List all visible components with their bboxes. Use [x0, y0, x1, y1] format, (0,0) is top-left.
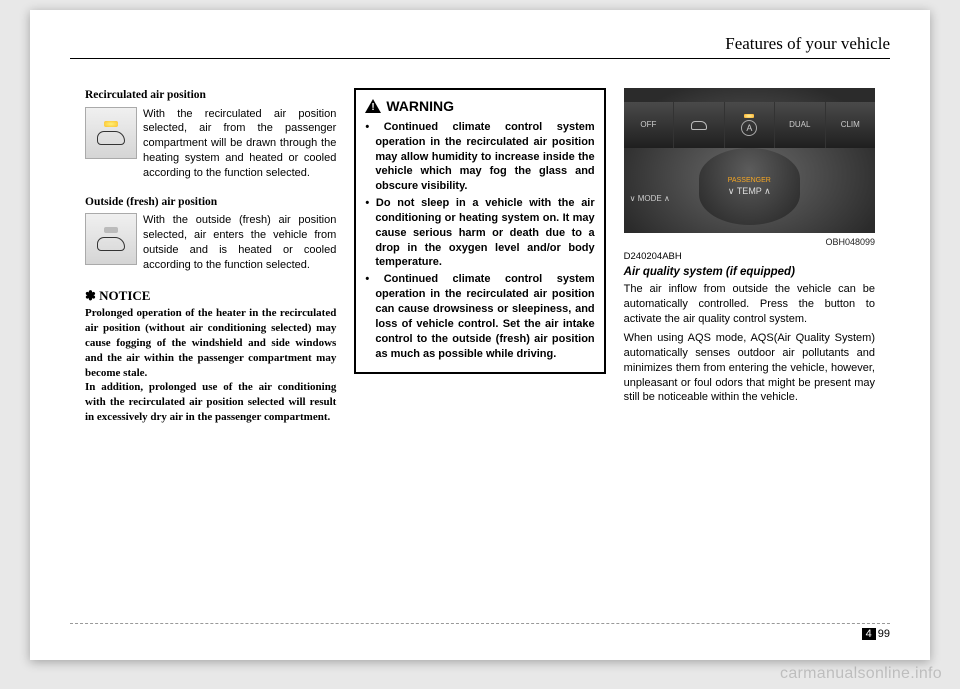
- column-left: Recirculated air position With the recir…: [85, 88, 336, 590]
- manual-page: Features of your vehicle Recirculated ai…: [30, 10, 930, 660]
- auto-a-icon: A: [741, 120, 757, 136]
- column-right: OFF A DUAL CLIM PASSENGER ∨ TEMP ∧ ∨ MOD…: [624, 88, 875, 590]
- led-icon: [744, 114, 754, 118]
- warning-triangle-icon: [365, 99, 381, 113]
- dash-off-label: OFF: [640, 120, 656, 131]
- recirc-icon: [85, 107, 137, 159]
- dash-off-button: OFF: [624, 102, 674, 148]
- recirc-heading: Recirculated air position: [85, 88, 336, 104]
- warning-box: WARNING Continued climate control system…: [354, 88, 605, 374]
- outside-heading: Outside (fresh) air position: [85, 195, 336, 211]
- column-middle: WARNING Continued climate control system…: [354, 88, 605, 590]
- notice-heading: ✽ NOTICE: [85, 287, 336, 305]
- page-header: Features of your vehicle: [70, 34, 890, 59]
- temp-label: ∨ TEMP ∧: [728, 185, 771, 197]
- page-footer: 499: [70, 623, 890, 640]
- dash-clim-label: CLIM: [841, 120, 860, 131]
- chapter-number: 4: [862, 628, 876, 640]
- warning-item: Do not sleep in a vehicle with the air c…: [365, 196, 594, 270]
- dash-dual-button: DUAL: [775, 102, 825, 148]
- car-mini-icon: [691, 121, 707, 130]
- mode-label: ∨ MODE ∧: [630, 194, 670, 205]
- dash-recirc-button: [674, 102, 724, 148]
- aqs-para-2: When using AQS mode, AQS(Air Quality Sys…: [624, 331, 875, 405]
- temp-text: TEMP: [737, 186, 762, 196]
- aqs-para-1: The air inflow from outside the vehicle …: [624, 282, 875, 327]
- dash-dual-label: DUAL: [789, 120, 810, 131]
- warning-item: Continued climate control system operati…: [365, 272, 594, 361]
- warning-title: WARNING: [365, 97, 594, 116]
- indicator-led-on-icon: [104, 121, 118, 127]
- car-outline-icon: [97, 237, 125, 251]
- content-columns: Recirculated air position With the recir…: [85, 88, 875, 590]
- notice-text-2: In addition, prolonged use of the air co…: [85, 380, 336, 425]
- page-number: 99: [878, 628, 890, 640]
- button-strip: OFF A DUAL CLIM: [624, 102, 875, 148]
- outside-text: With the outside (fresh) air position se…: [143, 213, 336, 272]
- passenger-label: PASSENGER: [728, 176, 771, 185]
- outside-block: With the outside (fresh) air position se…: [85, 213, 336, 272]
- d-code: D240204ABH: [624, 251, 875, 264]
- dash-clim-button: CLIM: [826, 102, 875, 148]
- aqs-heading: Air quality system (if equipped): [624, 265, 875, 281]
- dash-aqs-button: A: [725, 102, 775, 148]
- image-code: OBH048099: [624, 236, 875, 248]
- car-outline-icon: [97, 131, 125, 145]
- outside-icon: [85, 213, 137, 265]
- recirc-text: With the recirculated air position selec…: [143, 107, 336, 181]
- warning-item: Continued climate control system operati…: [365, 120, 594, 194]
- recirc-block: With the recirculated air position selec…: [85, 107, 336, 181]
- watermark: carmanualsonline.info: [780, 665, 942, 683]
- warning-list: Continued climate control system operati…: [365, 120, 594, 362]
- notice-text-1: Prolonged operation of the heater in the…: [85, 306, 336, 380]
- temp-panel: PASSENGER ∨ TEMP ∧: [699, 148, 800, 225]
- dashboard-photo: OFF A DUAL CLIM PASSENGER ∨ TEMP ∧ ∨ MOD…: [624, 88, 875, 233]
- warning-label: WARNING: [386, 97, 454, 116]
- section-title: Features of your vehicle: [725, 34, 890, 53]
- indicator-led-off-icon: [104, 227, 118, 233]
